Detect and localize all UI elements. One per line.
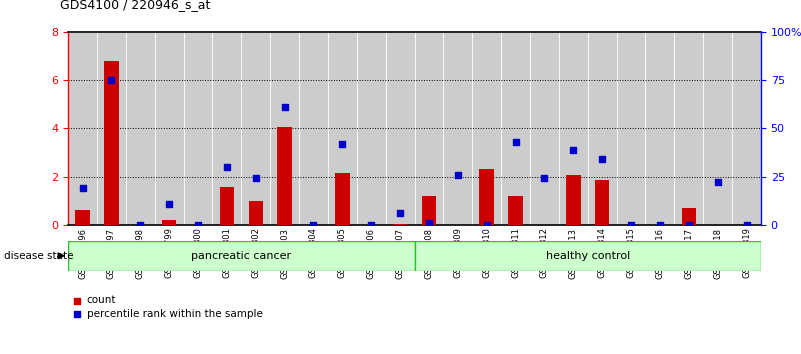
Point <box>105 77 118 83</box>
Bar <box>68 32 97 225</box>
Point <box>364 222 377 228</box>
Bar <box>422 196 437 225</box>
Bar <box>617 32 646 225</box>
Bar <box>501 32 530 225</box>
Text: healthy control: healthy control <box>545 251 630 261</box>
Bar <box>155 32 183 225</box>
Bar <box>104 61 119 225</box>
Bar <box>509 196 523 225</box>
Bar <box>328 32 356 225</box>
Bar <box>415 32 444 225</box>
Bar <box>162 220 176 225</box>
Point <box>423 220 436 226</box>
Bar <box>480 169 494 225</box>
Point <box>682 222 695 228</box>
Bar <box>68 241 415 271</box>
Point <box>625 222 638 228</box>
Bar <box>75 210 90 225</box>
Point <box>76 185 89 191</box>
Bar <box>444 32 473 225</box>
Bar <box>674 32 703 225</box>
Bar <box>385 32 415 225</box>
Bar <box>356 32 385 225</box>
Point <box>740 222 753 228</box>
Bar <box>530 32 559 225</box>
Bar <box>595 180 610 225</box>
Bar <box>415 241 761 271</box>
Bar <box>270 32 299 225</box>
Bar <box>559 32 588 225</box>
Bar <box>732 32 761 225</box>
Point <box>220 164 233 170</box>
Point <box>249 176 262 181</box>
Bar <box>299 32 328 225</box>
Bar <box>212 32 241 225</box>
Bar <box>277 127 292 225</box>
Point <box>278 104 291 110</box>
Point <box>567 147 580 152</box>
Text: GDS4100 / 220946_s_at: GDS4100 / 220946_s_at <box>60 0 211 11</box>
Point <box>307 222 320 228</box>
Point <box>336 141 348 147</box>
Bar <box>335 173 349 225</box>
Bar <box>682 208 696 225</box>
Point <box>191 222 204 228</box>
Point <box>538 176 551 181</box>
Bar <box>126 32 155 225</box>
Point <box>393 210 406 216</box>
Point <box>711 179 724 185</box>
Bar <box>241 32 270 225</box>
Point <box>509 139 522 145</box>
Point <box>452 172 465 177</box>
Point <box>163 201 175 206</box>
Point <box>654 222 666 228</box>
Point <box>596 156 609 162</box>
Bar <box>97 32 126 225</box>
Text: pancreatic cancer: pancreatic cancer <box>191 251 292 261</box>
Bar <box>219 187 234 225</box>
Text: disease state: disease state <box>4 251 74 261</box>
Bar <box>248 201 263 225</box>
Bar <box>646 32 674 225</box>
Bar <box>183 32 212 225</box>
Point <box>134 222 147 228</box>
Bar <box>473 32 501 225</box>
Bar <box>588 32 617 225</box>
Point <box>481 222 493 228</box>
Bar <box>566 175 581 225</box>
Legend: count, percentile rank within the sample: count, percentile rank within the sample <box>74 296 263 319</box>
Bar <box>392 224 407 225</box>
Bar <box>703 32 732 225</box>
